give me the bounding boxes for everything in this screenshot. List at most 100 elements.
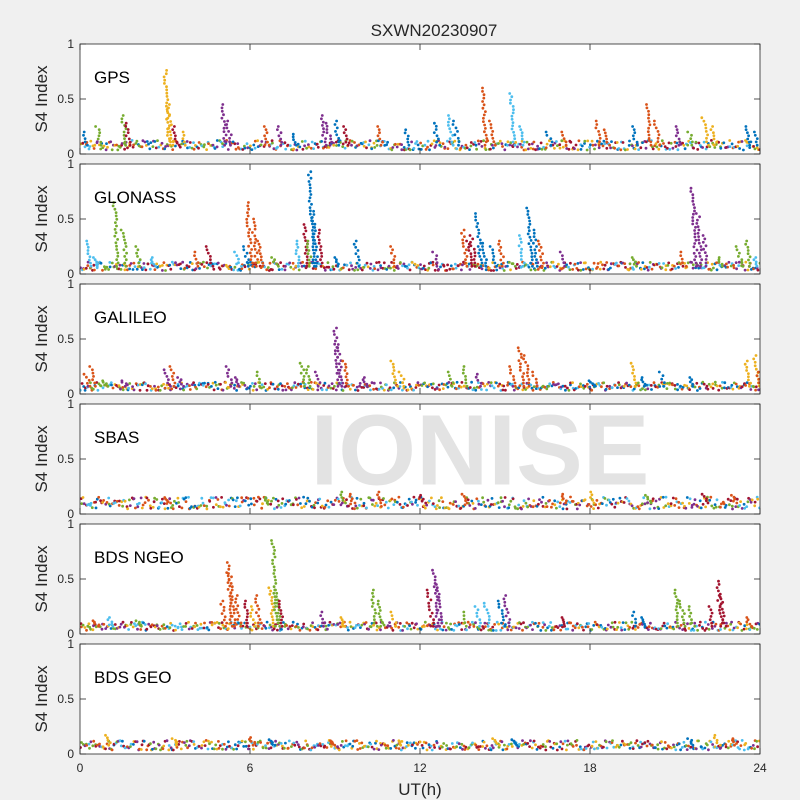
- data-point: [460, 492, 464, 496]
- data-point: [682, 143, 686, 147]
- data-point: [303, 252, 307, 255]
- data-point: [464, 258, 467, 262]
- data-point: [282, 746, 286, 750]
- data-point: [328, 143, 332, 147]
- data-point: [371, 591, 374, 595]
- data-point: [111, 624, 115, 628]
- data-point: [180, 628, 184, 631]
- data-point: [718, 384, 722, 388]
- data-point: [452, 628, 456, 632]
- data-point: [697, 266, 701, 270]
- data-point: [511, 105, 515, 108]
- data-point: [411, 502, 414, 506]
- data-point: [645, 106, 649, 110]
- data-point: [754, 262, 758, 266]
- data-point: [721, 744, 724, 747]
- data-point: [740, 258, 744, 262]
- data-point: [296, 743, 300, 747]
- data-point: [365, 506, 368, 510]
- data-point: [97, 495, 101, 499]
- data-point: [564, 388, 567, 392]
- data-point: [169, 120, 173, 123]
- data-point: [482, 93, 486, 97]
- data-point: [244, 599, 247, 603]
- data-point: [579, 261, 582, 264]
- data-point: [261, 502, 264, 506]
- data-point: [277, 503, 281, 507]
- data-point: [308, 183, 312, 187]
- plot-area: [80, 44, 760, 154]
- data-point: [253, 234, 257, 238]
- data-point: [119, 744, 123, 748]
- data-point: [121, 386, 125, 389]
- data-point: [193, 254, 196, 257]
- data-point: [98, 742, 101, 746]
- data-point: [729, 264, 733, 268]
- data-point: [701, 627, 705, 630]
- data-point: [241, 624, 245, 628]
- data-point: [512, 108, 515, 112]
- data-point: [749, 500, 753, 504]
- data-point: [519, 362, 522, 366]
- data-point: [462, 617, 466, 621]
- data-point: [312, 213, 316, 216]
- data-point: [116, 261, 120, 265]
- data-point: [346, 626, 349, 629]
- data-point: [370, 605, 374, 608]
- data-point: [121, 739, 124, 743]
- data-point: [462, 365, 466, 368]
- data-point: [125, 624, 129, 627]
- data-point: [318, 248, 322, 252]
- data-point: [715, 268, 719, 272]
- data-point: [521, 739, 524, 742]
- data-point: [721, 600, 725, 604]
- data-points: [80, 490, 760, 511]
- data-point: [654, 126, 658, 130]
- data-point: [268, 626, 271, 630]
- data-point: [526, 625, 530, 629]
- data-point: [386, 506, 390, 510]
- data-point: [271, 558, 274, 562]
- data-point: [312, 255, 316, 258]
- data-point: [82, 133, 85, 137]
- data-point: [169, 368, 173, 372]
- data-point: [593, 747, 596, 751]
- data-point: [187, 620, 190, 624]
- data-point: [91, 619, 95, 623]
- data-point: [519, 622, 523, 626]
- data-point: [520, 139, 524, 143]
- data-point: [229, 611, 233, 615]
- data-point: [307, 258, 311, 262]
- data-point: [385, 143, 388, 147]
- data-point: [732, 266, 736, 270]
- data-point: [414, 501, 417, 504]
- data-point: [431, 260, 435, 264]
- x-tick-label: 6: [247, 761, 254, 775]
- data-point: [178, 380, 182, 384]
- data-point: [277, 264, 280, 268]
- data-point: [702, 382, 706, 386]
- data-point: [354, 266, 358, 269]
- data-point: [610, 621, 614, 625]
- data-point: [502, 261, 505, 265]
- data-point: [108, 616, 111, 619]
- data-point: [405, 741, 409, 745]
- data-point: [520, 145, 524, 149]
- data-point: [489, 503, 493, 506]
- data-point: [643, 741, 647, 744]
- data-point: [155, 624, 159, 628]
- data-point: [733, 743, 736, 747]
- data-point: [313, 626, 317, 629]
- data-point: [272, 496, 275, 500]
- data-point: [522, 261, 526, 265]
- data-point: [279, 612, 283, 615]
- data-point: [539, 255, 542, 259]
- data-point: [302, 232, 306, 236]
- data-point: [758, 384, 760, 388]
- data-point: [131, 385, 135, 388]
- data-point: [569, 621, 573, 625]
- data-point: [697, 235, 700, 239]
- data-point: [681, 261, 684, 265]
- data-point: [309, 170, 313, 174]
- data-point: [492, 146, 495, 150]
